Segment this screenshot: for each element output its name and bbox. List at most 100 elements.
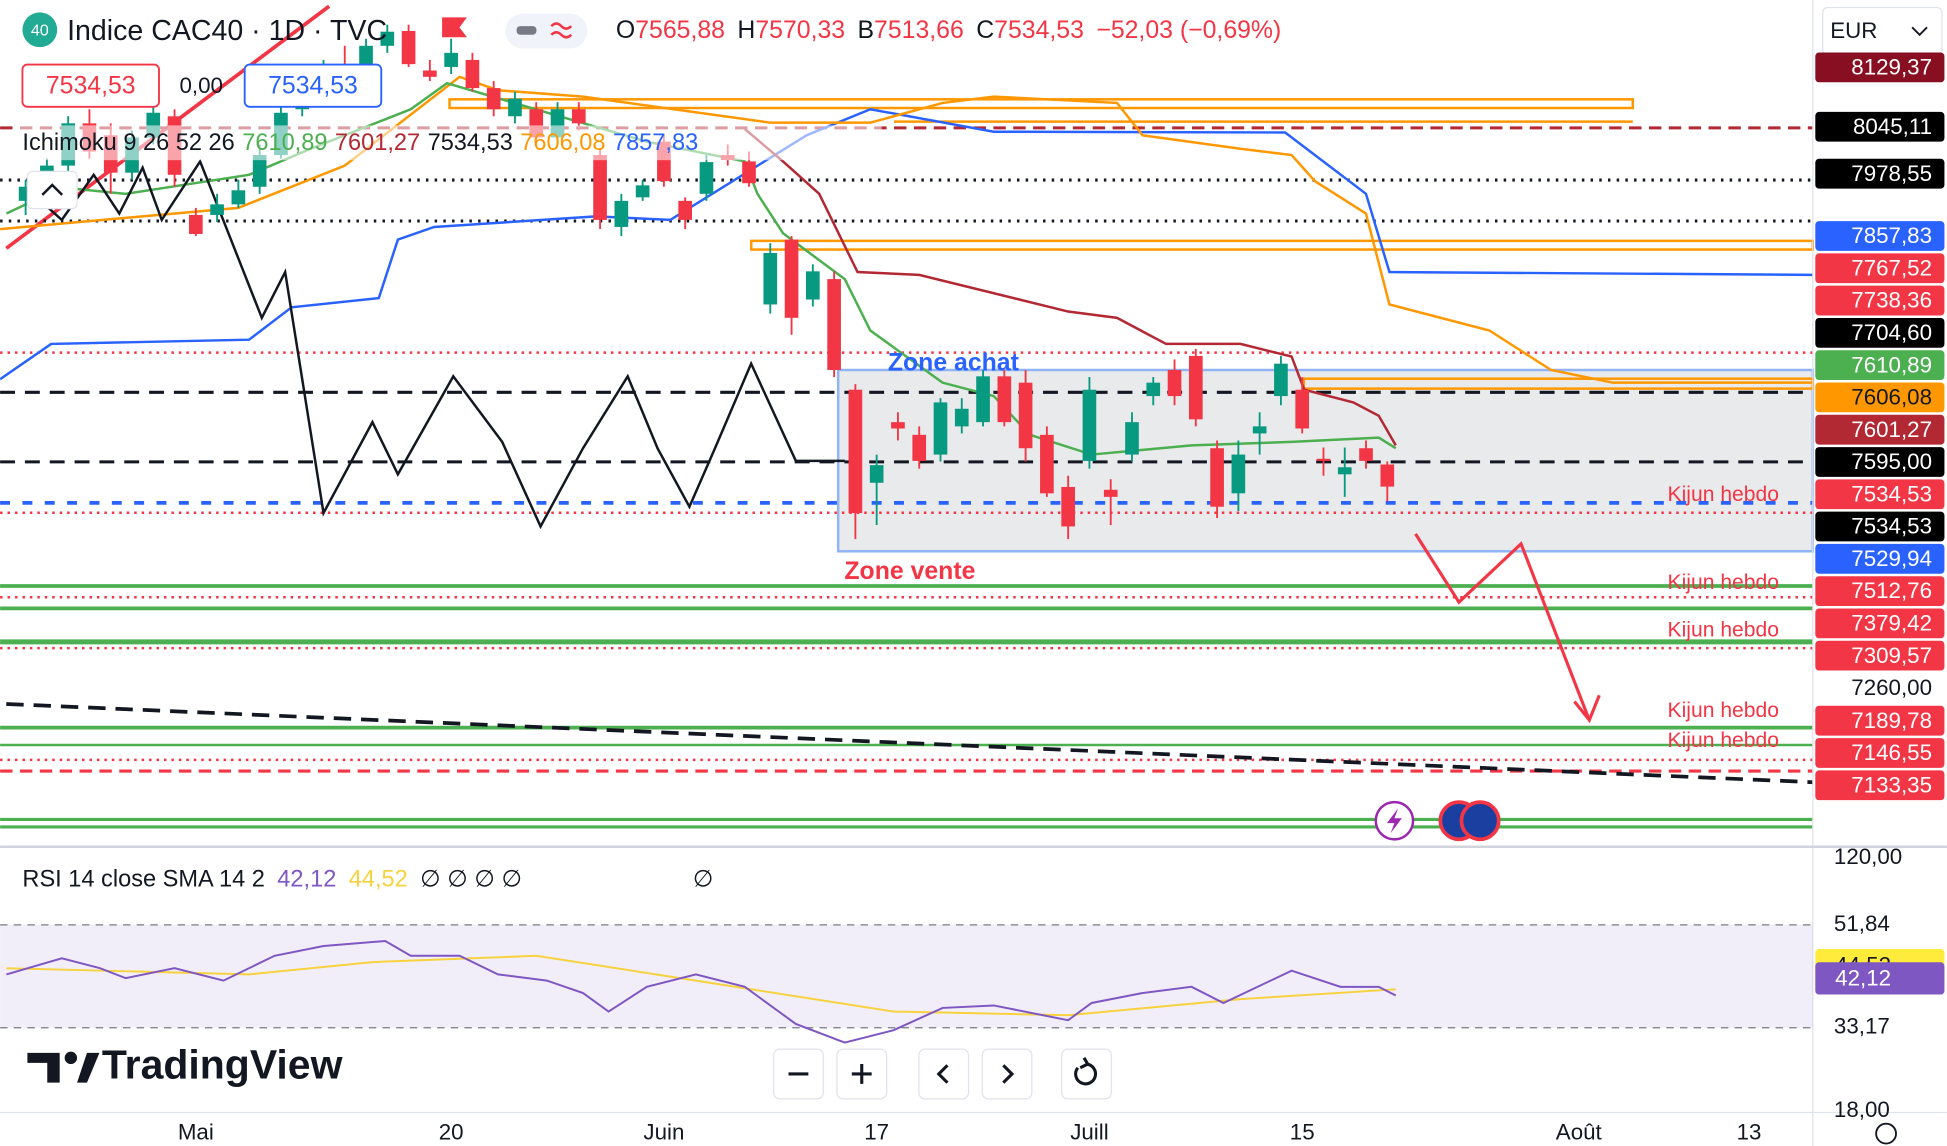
candle-body [1380, 464, 1395, 487]
badge-text: 40 [31, 21, 49, 39]
forecast-arrow [1414, 533, 1591, 721]
price-label: 7534,53 [1851, 481, 1932, 506]
price-label-box [1815, 608, 1945, 639]
x-tick-label: Juin [643, 1119, 684, 1144]
logo [27, 1051, 100, 1083]
price-label: 7309,57 [1851, 643, 1932, 668]
indicator-value: 7610,89 [242, 129, 327, 155]
x-tick-label: 17 [864, 1119, 889, 1144]
logo-mark [27, 1052, 60, 1083]
ohlc-key: B [858, 17, 875, 44]
indicator-line [6, 939, 1397, 1044]
ohlc-key: C [976, 17, 994, 44]
rsi-band [0, 924, 1813, 1028]
candle-body [593, 155, 607, 220]
collapse-button[interactable] [26, 170, 78, 210]
price-label: 7606,08 [1851, 385, 1932, 410]
price-label-box [1815, 221, 1945, 251]
candle-body [465, 59, 480, 89]
x-tick-label: 15 [1290, 1119, 1315, 1144]
indicator-value: 7606,08 [520, 129, 605, 155]
settings-icon[interactable] [1875, 1122, 1897, 1145]
icon [936, 1064, 949, 1084]
price-label-box [1815, 479, 1945, 510]
price-label: 7512,76 [1851, 578, 1932, 603]
ohlc-value: 7565,88 [635, 17, 725, 44]
candle-body [614, 200, 629, 227]
candle-body [742, 161, 756, 184]
indicator-line [743, 128, 1397, 446]
price-label-box [1815, 253, 1945, 284]
candle-body [933, 402, 948, 455]
candle-body [1295, 389, 1310, 429]
reset-button[interactable] [1061, 1048, 1112, 1100]
price-label-box [1815, 447, 1945, 477]
logo-mark [64, 1051, 78, 1065]
price-label-box [1815, 770, 1945, 801]
indicator-line [5, 81, 1397, 456]
price-label: 7857,83 [1851, 223, 1932, 248]
candle-body [1274, 363, 1288, 397]
flag-icon[interactable] [442, 17, 467, 38]
ohlc-value: 7534,53 [994, 17, 1084, 44]
annotation: Kijun hebdo [1668, 571, 1779, 594]
indicator-line [0, 107, 1813, 381]
price-label-box [1815, 705, 1945, 736]
icon [1002, 1064, 1015, 1084]
candle-body [699, 162, 714, 194]
dropdown-icon [1911, 26, 1928, 37]
scroll-right-button[interactable] [981, 1048, 1033, 1100]
x-tick-label: Mai [178, 1119, 214, 1144]
watermark: TradingView [102, 1042, 343, 1088]
candle-body [763, 253, 778, 305]
candle-body [784, 239, 799, 318]
indicator-line [6, 954, 1396, 1017]
price-label: 7704,60 [1851, 320, 1932, 345]
candle-body [1167, 369, 1182, 397]
price-label-box [1815, 543, 1945, 574]
price-label: 7978,55 [1851, 161, 1932, 186]
indicator-line [24, 158, 845, 530]
candle-body [1125, 422, 1139, 455]
candle-body [508, 98, 522, 117]
price-label: 7595,00 [1851, 449, 1932, 474]
scroll-left-button[interactable] [918, 1048, 970, 1100]
candle-body [252, 155, 267, 187]
rsi-value: 42,12 [277, 866, 336, 892]
candle-body [380, 31, 395, 46]
currency: EUR [1830, 18, 1877, 43]
candle-body [635, 185, 650, 198]
status-pill[interactable] [505, 13, 588, 49]
nav-buttons [772, 1048, 1897, 1145]
symbol-title[interactable]: Indice CAC40 · 1D · TVC [67, 15, 387, 47]
candle-body [1231, 454, 1246, 494]
price-label-box [1815, 52, 1945, 83]
x-tick-label: Juill [1070, 1119, 1108, 1144]
price-label-box [1815, 576, 1945, 606]
price-label: 7189,78 [1851, 708, 1932, 733]
candle-body [827, 279, 841, 370]
pill-icon [516, 26, 537, 35]
candle-body [1018, 382, 1033, 449]
price-label-box [1815, 350, 1945, 381]
badge [22, 12, 58, 48]
candle-body [1359, 448, 1373, 461]
change: −52,03 (−0,69%) [1096, 17, 1281, 44]
candle-body [423, 70, 437, 77]
sell-box[interactable] [21, 63, 160, 108]
price-label: 7534,53 [1851, 514, 1932, 539]
icon-glyph [1386, 808, 1402, 834]
price-label-box [1815, 640, 1945, 671]
candle-body [188, 214, 203, 234]
spread: 0,00 [179, 73, 222, 98]
buy-box[interactable] [243, 63, 383, 108]
indicator-value: 7534,53 [428, 129, 513, 155]
x-tick-label: 13 [1737, 1119, 1762, 1144]
indicator-legend: Ichimoku 9 26 52 26 7610,89 7601,27 7534,53… [22, 129, 698, 155]
event-icon[interactable] [1459, 800, 1501, 842]
price-label: 7133,35 [1851, 772, 1932, 797]
candle-body [401, 31, 416, 65]
